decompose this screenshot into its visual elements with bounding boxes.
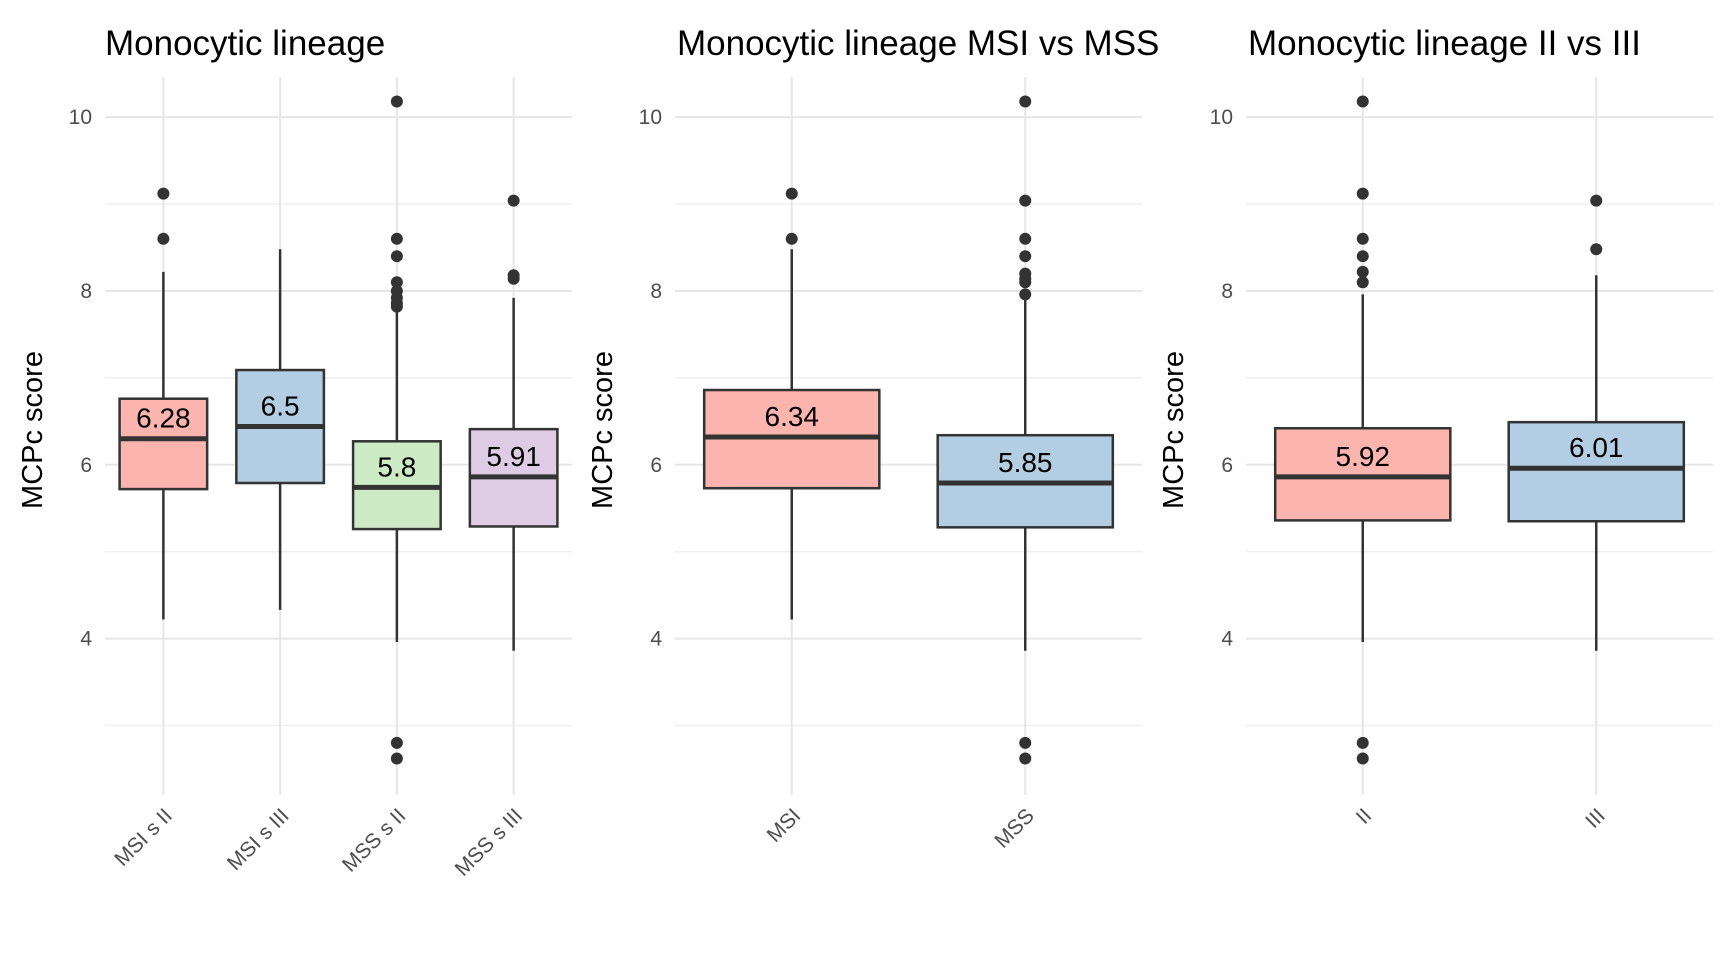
y-axis-label: MCPc score <box>17 351 49 509</box>
outlier-point <box>1356 276 1369 289</box>
outlier-point <box>390 736 403 749</box>
outlier-point <box>507 272 520 285</box>
box-0: 5.92 <box>1273 95 1452 765</box>
x-tick-label: II <box>1352 804 1377 829</box>
box-1: 6.5 <box>235 249 326 610</box>
y-tick-label: 6 <box>650 454 662 477</box>
median-label: 6.28 <box>136 403 191 434</box>
box-body <box>1507 420 1686 523</box>
x-tick-label: MSI s III <box>223 804 294 875</box>
x-tick-label: MSS s III <box>451 804 528 881</box>
outlier-point <box>157 187 170 200</box>
outlier-point <box>390 250 403 263</box>
outlier-point <box>1590 243 1603 256</box>
outlier-point <box>1356 752 1369 765</box>
outlier-point <box>1019 232 1032 245</box>
outlier-point <box>1019 288 1032 301</box>
y-tick-label: 10 <box>1210 106 1233 129</box>
y-axis-label: MCPc score <box>587 351 619 509</box>
median-label: 6.01 <box>1569 432 1624 463</box>
box-body <box>118 397 209 491</box>
outlier-point <box>1356 736 1369 749</box>
outlier-point <box>1019 194 1032 207</box>
median-label: 6.5 <box>261 391 300 422</box>
outlier-point <box>1356 265 1369 278</box>
x-tick-label: MSI <box>763 804 806 847</box>
outlier-point <box>390 276 403 289</box>
outlier-point <box>157 232 170 245</box>
box-body <box>1273 427 1452 522</box>
y-tick-label: 4 <box>1221 628 1233 651</box>
outlier-point <box>390 300 403 313</box>
outlier-point <box>1019 736 1032 749</box>
median-label: 5.91 <box>486 441 541 472</box>
box-0: 6.28 <box>118 187 209 620</box>
box-1: 6.01 <box>1507 194 1686 651</box>
outlier-point <box>1356 187 1369 200</box>
outlier-point <box>1019 95 1032 108</box>
outlier-point <box>1019 250 1032 263</box>
x-tick-label: MSI s II <box>110 804 177 871</box>
y-tick-label: 10 <box>69 106 92 129</box>
outlier-point <box>390 232 403 245</box>
x-tick-label: MSS s II <box>338 804 410 876</box>
outlier-point <box>507 194 520 207</box>
panel-title: Monocytic lineage <box>105 24 385 63</box>
outlier-point <box>390 95 403 108</box>
panel-title: Monocytic lineage MSI vs MSS <box>677 24 1159 63</box>
x-tick-label: MSS <box>990 804 1038 852</box>
outlier-point <box>390 752 403 765</box>
y-tick-label: 4 <box>80 628 92 651</box>
y-tick-label: 8 <box>650 280 662 303</box>
y-tick-label: 10 <box>639 106 662 129</box>
median-label: 5.85 <box>998 447 1053 478</box>
box-2: 5.8 <box>351 95 442 765</box>
panel-title: Monocytic lineage II vs III <box>1248 24 1641 63</box>
panel-1: 4 6 8 10 Monocytic lineage MCPc score 6.28 6.5 5… <box>17 24 572 881</box>
median-label: 5.92 <box>1336 441 1391 472</box>
outlier-point <box>1356 95 1369 108</box>
box-3: 5.91 <box>468 194 559 651</box>
outlier-point <box>1019 752 1032 765</box>
y-tick-label: 8 <box>80 280 92 303</box>
box-1: 5.85 <box>936 95 1115 765</box>
x-tick-label: III <box>1581 804 1610 833</box>
outlier-point <box>785 232 798 245</box>
outlier-point <box>1019 276 1032 289</box>
y-tick-label: 6 <box>80 454 92 477</box>
y-tick-label: 4 <box>650 628 662 651</box>
box-0: 6.34 <box>702 187 881 620</box>
y-axis-label: MCPc score <box>1158 351 1190 509</box>
median-label: 6.34 <box>765 401 820 432</box>
outlier-point <box>785 187 798 200</box>
median-label: 5.8 <box>377 451 416 482</box>
panel-3: 4 6 8 10 Monocytic lineage II vs III MCPc sco… <box>1158 24 1713 833</box>
y-tick-label: 6 <box>1221 454 1233 477</box>
outlier-point <box>1356 232 1369 245</box>
outlier-point <box>1590 194 1603 207</box>
panel-2: 4 6 8 10 Monocytic lineage MSI vs MSS MCPc sc… <box>587 24 1159 853</box>
outlier-point <box>1356 250 1369 263</box>
y-tick-label: 8 <box>1221 280 1233 303</box>
